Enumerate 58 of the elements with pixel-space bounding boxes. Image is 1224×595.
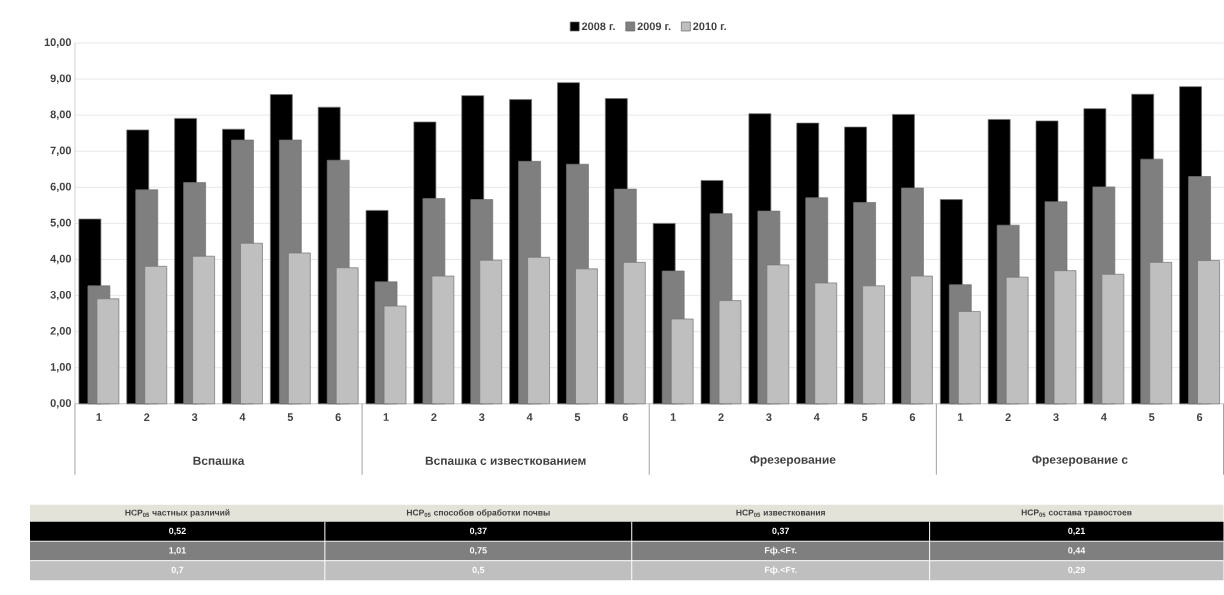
text: НСР$_{05}$ частных различий [125,509,230,518]
text: Фрезерование [750,455,836,467]
x-tick-label: 3 [478,413,485,422]
y-tick-label: 4,00 [50,254,72,265]
legend-label: 2009 г. [637,22,671,31]
text: 0,44 [1068,547,1086,555]
x-tick-label: 3 [1053,413,1059,422]
x-tick-label: 3 [191,413,198,422]
x-tick-label: 1 [957,413,964,421]
y-tick-label: 6,00 [50,182,72,193]
text: 0,21 [1068,527,1086,536]
x-tick-label: 6 [335,413,341,422]
x-tick-label: 1 [96,413,102,421]
x-tick-label: 2 [144,413,150,422]
x-tick-label: 4 [813,413,820,421]
y-tick-label: 7,00 [50,146,72,157]
text: Фрезерование с [1032,455,1128,467]
text: Вспашка [193,456,245,466]
x-tick-label: 4 [239,413,246,421]
y-tick-label: 1,00 [50,363,72,373]
x-tick-label: 5 [287,413,294,422]
x-tick-label: 6 [622,413,628,422]
text: НСР$_{05}$ способов обработки почвы [406,509,550,518]
x-tick-label: 5 [1149,413,1155,422]
y-tick-label: 2,00 [50,327,72,337]
y-tick-label: 8,00 [50,110,72,120]
x-tick-label: 1 [670,413,676,421]
x-tick-label: 2 [1005,413,1011,422]
x-tick-label: 5 [574,413,581,422]
text: 0,29 [1068,566,1085,575]
y-tick-label: 0,00 [50,399,72,409]
legend-label: 2008 г. [581,22,615,31]
text: Fф.<Fт. [764,546,797,556]
text: 0,7 [171,566,184,575]
text: 0,37 [469,527,487,536]
text: Вспашка с известкованием [425,456,586,466]
text: 0,37 [772,527,790,536]
x-tick-label: 3 [766,413,772,422]
x-tick-label: 6 [909,413,916,422]
x-tick-label: 6 [1196,413,1203,422]
legend-label: 2010 г. [693,22,726,31]
x-tick-label: 2 [718,413,724,422]
text: НСР$_{05}$ состава травостоев [1021,509,1132,518]
x-tick-label: 4 [526,413,533,421]
text: 0,75 [469,547,487,555]
text: 0,5 [472,566,485,575]
y-tick-label: 9,00 [50,74,72,84]
y-tick-label: 10,00 [44,38,72,48]
x-tick-label: 2 [431,413,437,422]
y-tick-label: 5,00 [50,218,72,229]
text: НСР$_{05}$ известкования [736,509,825,518]
x-tick-label: 1 [383,413,389,421]
text: 0,52 [169,527,186,536]
y-tick-label: 3,00 [50,291,72,301]
x-tick-label: 5 [861,413,868,422]
text: 1,01 [169,547,186,555]
x-tick-label: 4 [1100,413,1107,421]
text: Fф.<Fт. [764,566,797,575]
